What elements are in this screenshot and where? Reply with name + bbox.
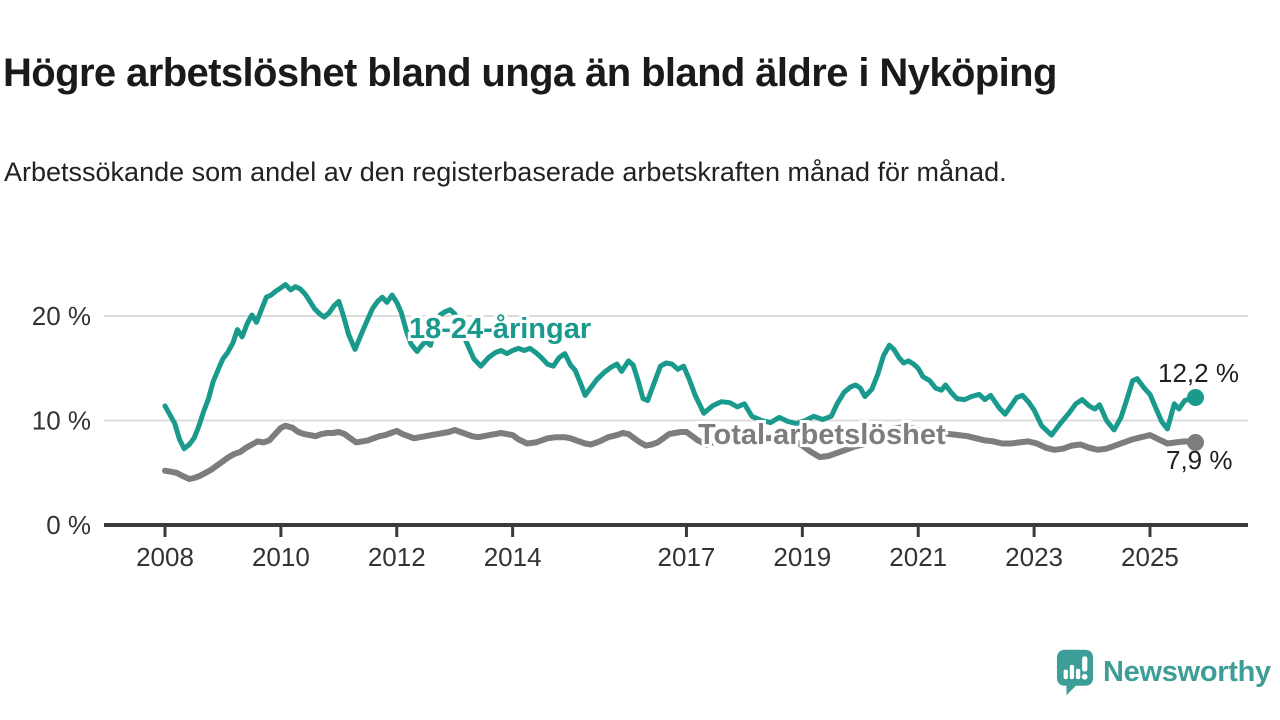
- series-label-young: 18-24-åringar: [409, 313, 592, 345]
- y-axis-tick-label: 20 %: [32, 301, 91, 331]
- x-axis-tick-label: 2008: [136, 542, 194, 572]
- y-axis-tick-label: 10 %: [32, 406, 91, 436]
- newsworthy-brand-text: Newsworthy: [1103, 655, 1271, 688]
- page-title: Högre arbetslöshet bland unga än bland ä…: [3, 50, 1057, 95]
- end-dot-young: [1186, 389, 1204, 406]
- x-axis-tick-label: 2012: [368, 542, 426, 572]
- end-dot-total: [1186, 433, 1204, 451]
- x-axis-tick-label: 2025: [1121, 542, 1179, 572]
- y-axis-tick-label: 0 %: [46, 510, 91, 540]
- x-axis-tick-label: 2021: [889, 542, 947, 572]
- series-line-young: [162, 282, 1198, 452]
- x-axis-tick-label: 2019: [773, 542, 831, 572]
- chart-subtitle: Arbetssökande som andel av den registerb…: [4, 157, 1007, 187]
- end-value-label-young: 12,2 %: [1158, 358, 1239, 388]
- series-line-total: [162, 422, 1199, 482]
- newsworthy-speech-bubble-chart-icon: [1056, 649, 1094, 695]
- x-axis-tick-label: 2010: [252, 542, 310, 572]
- x-axis-tick-label: 2014: [484, 542, 542, 572]
- newsworthy-logo: Newsworthy: [1056, 647, 1271, 697]
- x-axis-tick-label: 2017: [658, 542, 716, 572]
- series-label-total: Total arbetslöshet: [698, 419, 946, 451]
- x-axis-tick-label: 2023: [1005, 542, 1063, 572]
